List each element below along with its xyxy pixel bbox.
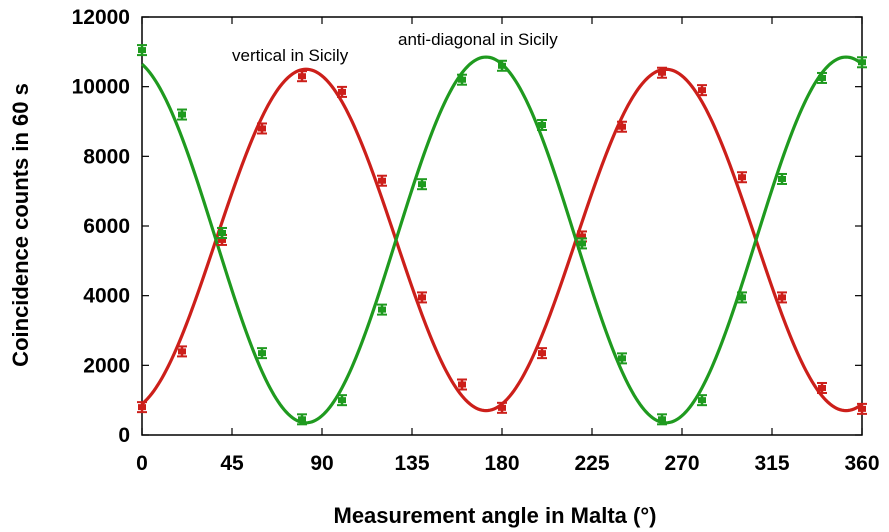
fit-curves <box>140 55 864 425</box>
data-point <box>497 59 507 72</box>
data-point <box>577 237 587 250</box>
data-point <box>737 291 747 304</box>
y-axis-title: Coincidence counts in 60 s <box>8 83 33 367</box>
data-point <box>257 347 267 360</box>
y-tick-label: 4000 <box>83 285 130 308</box>
annotation-anti-diagonal: anti-diagonal in Sicily <box>398 30 558 49</box>
data-point <box>377 174 387 187</box>
data-point <box>537 347 547 360</box>
x-tick-label: 0 <box>136 452 148 475</box>
fit-curve-vertical <box>140 67 863 413</box>
y-tick-label: 0 <box>118 424 130 447</box>
x-tick-label: 135 <box>394 452 429 475</box>
x-tick-label: 180 <box>484 452 519 475</box>
x-tick-label: 45 <box>220 452 244 475</box>
y-tick-label: 12000 <box>72 6 130 29</box>
y-tick-label: 6000 <box>83 215 130 238</box>
y-tick-label: 8000 <box>83 145 130 168</box>
data-point <box>457 378 467 391</box>
data-point <box>137 44 147 57</box>
data-point <box>697 84 707 97</box>
data-point <box>617 120 627 133</box>
data-point <box>217 226 227 239</box>
data-point <box>177 345 187 358</box>
x-tick-label: 225 <box>574 452 609 475</box>
x-tick-label: 270 <box>664 452 699 475</box>
y-tick-label: 2000 <box>83 354 130 377</box>
data-point <box>377 303 387 316</box>
data-point <box>617 352 627 365</box>
annotation-vertical: vertical in Sicily <box>232 46 349 65</box>
data-point <box>297 413 307 426</box>
data-point <box>457 73 467 86</box>
data-points <box>137 44 867 426</box>
data-point <box>657 413 667 426</box>
fit-curve-anti-diagonal <box>140 55 864 425</box>
data-point <box>817 381 827 394</box>
data-point <box>657 66 667 79</box>
data-point <box>257 122 267 135</box>
data-point <box>537 118 547 131</box>
data-point <box>497 401 507 414</box>
data-point <box>817 71 827 84</box>
data-point <box>177 108 187 121</box>
data-point <box>297 70 307 83</box>
data-point <box>337 394 347 407</box>
data-point <box>857 56 867 69</box>
data-point <box>777 172 787 185</box>
data-point <box>417 291 427 304</box>
plot-frame <box>141 16 863 436</box>
data-point <box>857 402 867 415</box>
x-tick-label: 90 <box>310 452 333 475</box>
data-point <box>417 178 427 191</box>
data-point <box>697 394 707 407</box>
y-tick-label: 10000 <box>72 76 130 99</box>
data-point <box>337 85 347 98</box>
x-tick-label: 360 <box>844 452 879 475</box>
tick-labels: 0 45 90 135 180 225 270 315 360 0 2000 4000 6000 8000… <box>72 6 880 475</box>
data-point <box>137 401 147 414</box>
plot-axes <box>141 16 863 436</box>
data-point <box>737 171 747 184</box>
x-tick-label: 315 <box>754 452 789 475</box>
x-axis-title: Measurement angle in Malta (°) <box>334 503 657 528</box>
data-point <box>777 291 787 304</box>
